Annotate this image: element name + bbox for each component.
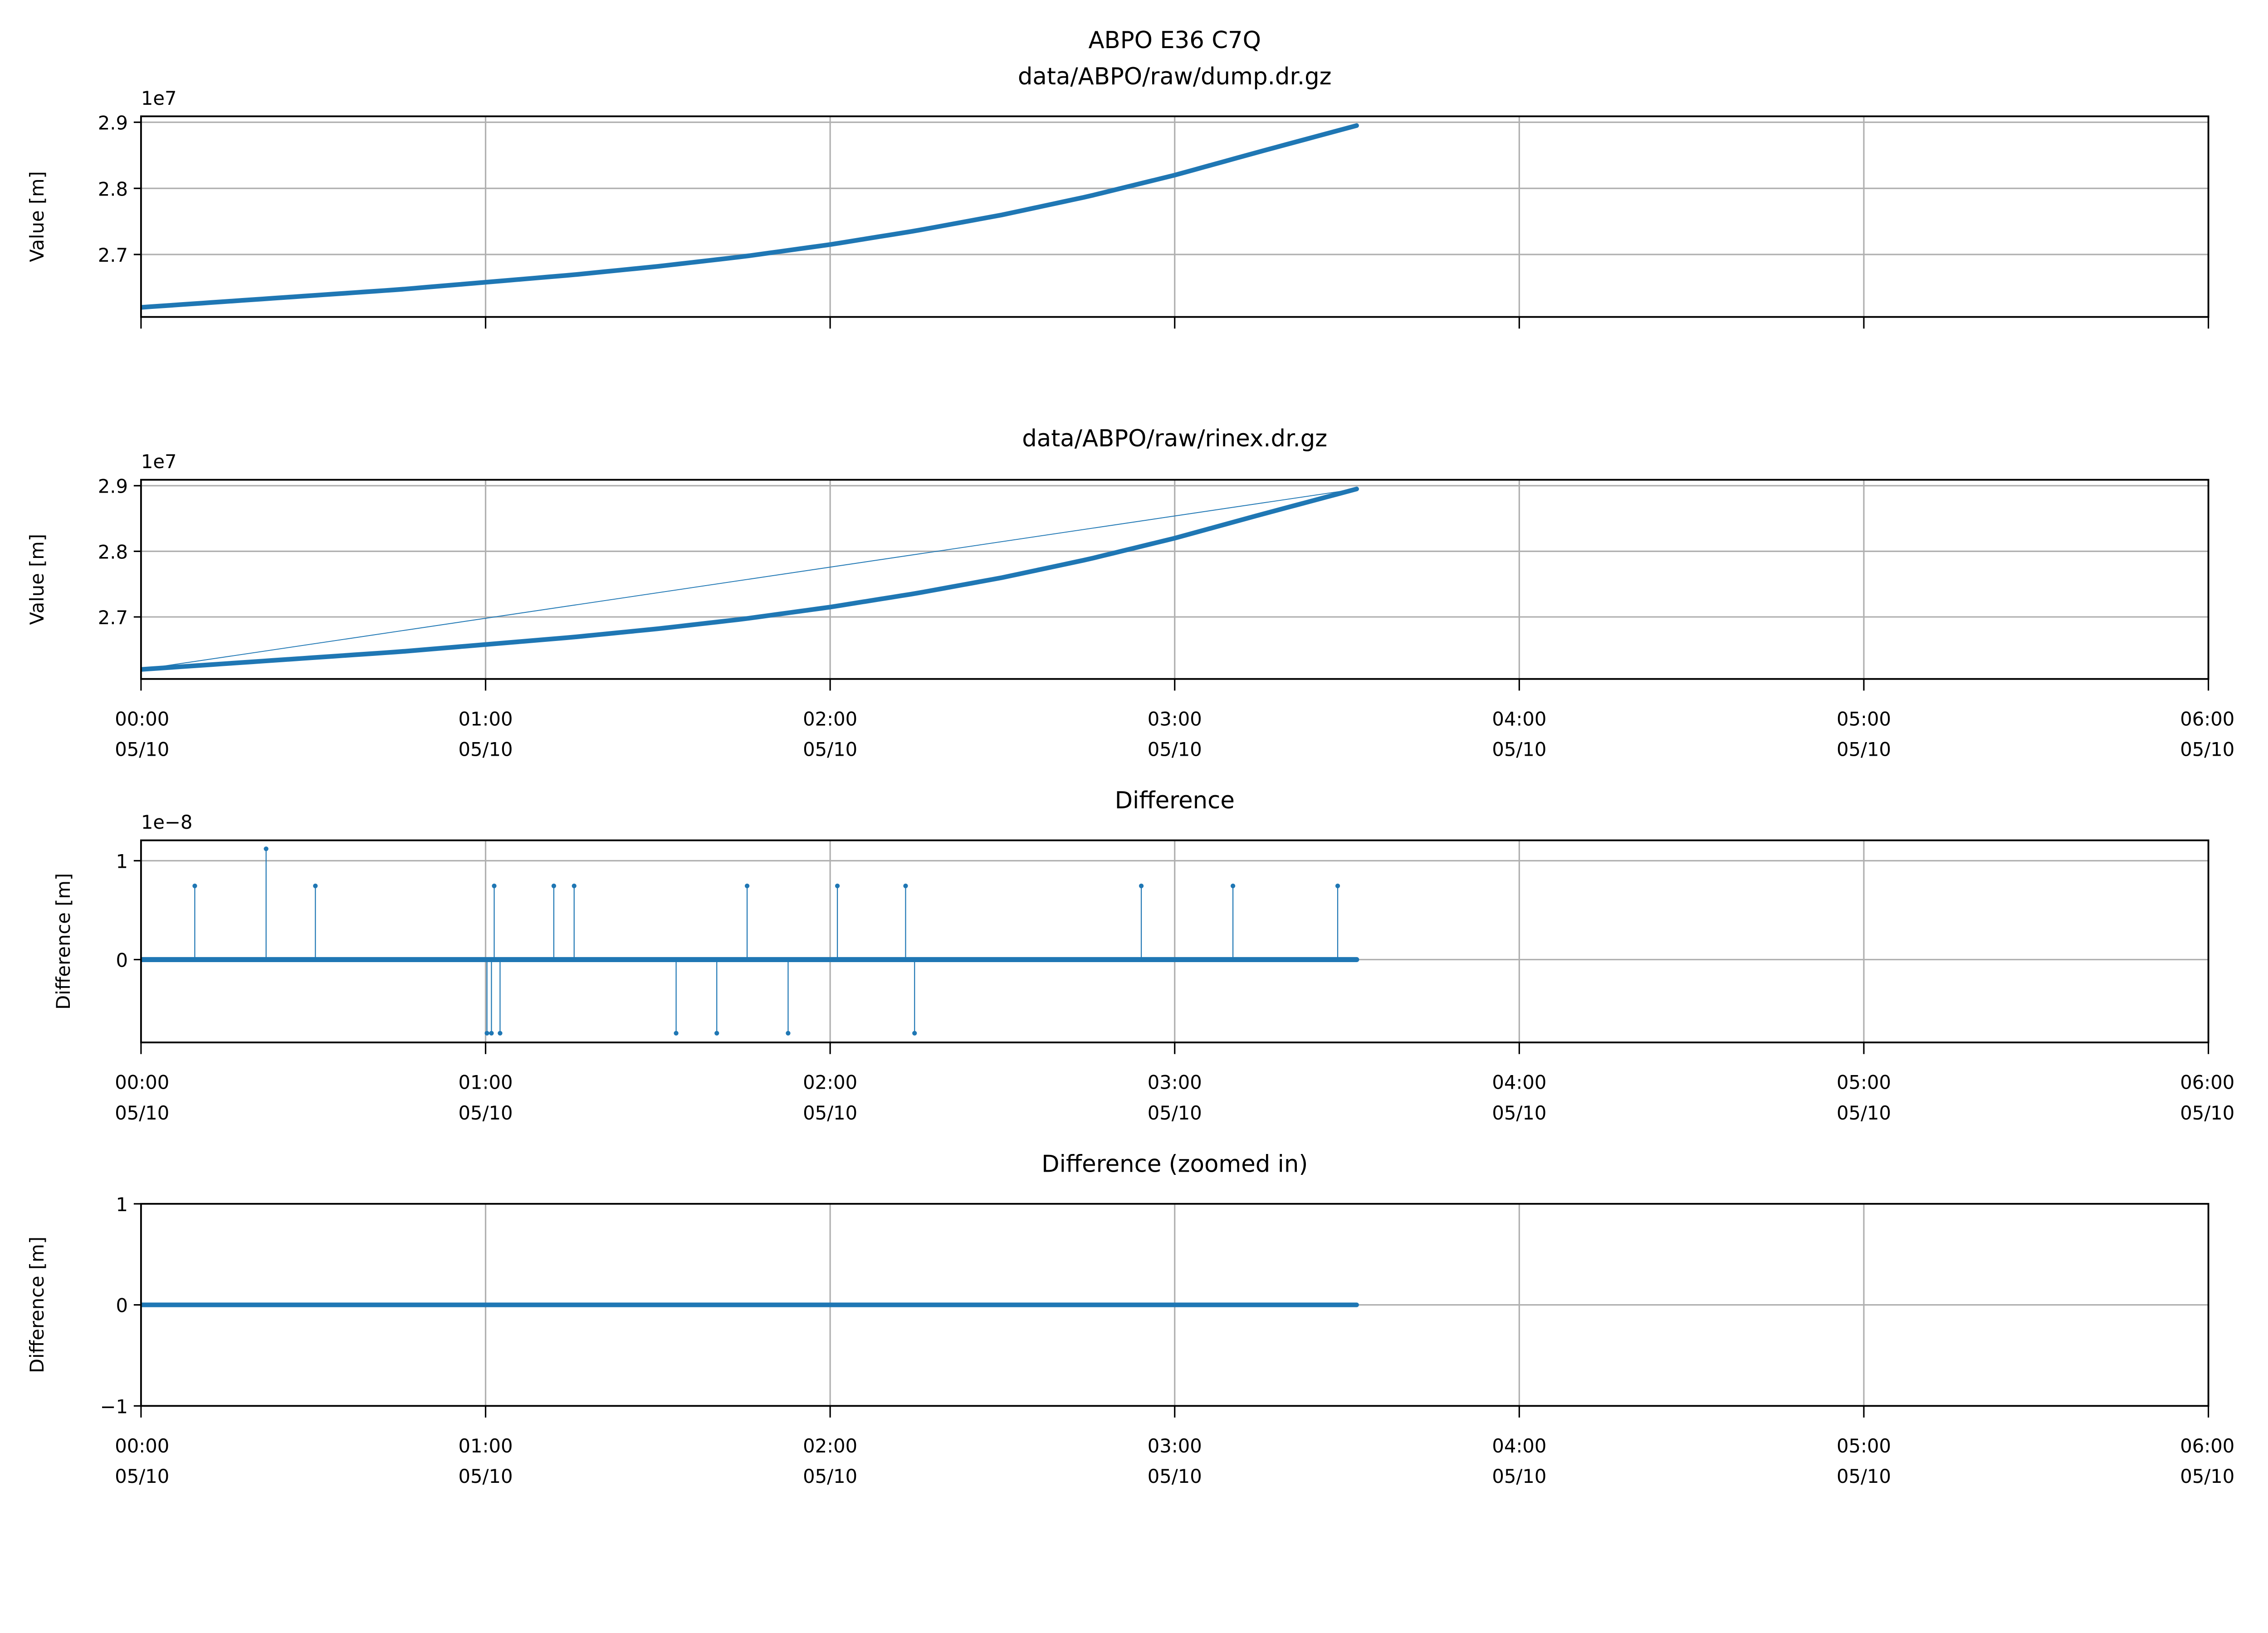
x-tick-date: 05/10 (803, 1102, 857, 1124)
x-tick-label: 05:00 (1837, 1435, 1891, 1457)
x-tick-label: 00:00 (115, 1071, 169, 1094)
spike-point (551, 883, 557, 889)
spike-point (572, 883, 577, 889)
y-tick-label: −1 (100, 1395, 128, 1418)
subplot-title: Difference (1115, 787, 1235, 814)
spike-point (484, 1031, 489, 1036)
subplot-4: 00:00 05/10 01:00 05/10 02:00 05/10 03:00 05/10… (26, 1150, 2234, 1487)
x-tick-label: 06:00 (2180, 1435, 2234, 1457)
axes-frame (140, 1203, 2209, 1407)
series-dump (141, 123, 1359, 310)
x-tick-date: 05/10 (1837, 738, 1891, 761)
axes-frame (140, 479, 2209, 680)
x-tick-date: 05/10 (2180, 1465, 2234, 1487)
x-tick-date: 05/10 (1148, 1102, 1202, 1124)
spike-point (192, 883, 197, 889)
offset-label: 1e−8 (141, 811, 193, 833)
x-tick-label: 02:00 (803, 1435, 857, 1457)
y-tick-label: 2.8 (98, 541, 128, 563)
x-tick-date: 05/10 (1492, 738, 1546, 761)
x-tick-date: 05/10 (803, 1465, 857, 1487)
x-tick-date: 05/10 (115, 1465, 169, 1487)
y-tick-label: 1 (116, 1193, 128, 1216)
y-axis-label: Value [m] (26, 534, 48, 625)
subplot-2: 00:00 05/10 01:00 05/10 02:00 05/10 03:00 05/10… (26, 425, 2234, 761)
offset-label: 1e7 (141, 450, 177, 473)
x-tick-date: 05/10 (115, 1102, 169, 1124)
x-tick-label: 05:00 (1837, 1071, 1891, 1094)
x-tick-label: 06:00 (2180, 1071, 2234, 1094)
axes-frame (140, 839, 2209, 1043)
axes-frame (140, 115, 2209, 318)
x-tick-date: 05/10 (2180, 1102, 2234, 1124)
subplot-3: 00:00 05/10 01:00 05/10 02:00 05/10 03:00 05/10… (52, 787, 2234, 1124)
subplot-1: 2.7 2.8 2.9 1e7 data/ABPO/raw/dump.dr.gz ABPO… (26, 27, 2209, 329)
x-tick-date: 05/10 (458, 1465, 513, 1487)
subplot-title: data/ABPO/raw/rinex.dr.gz (1022, 425, 1327, 452)
figure: 2.7 2.8 2.9 1e7 data/ABPO/raw/dump.dr.gz ABPO… (26, 27, 2234, 1487)
offset-label: 1e7 (141, 87, 177, 109)
spike-point (744, 883, 750, 889)
x-tick-date: 05/10 (1837, 1465, 1891, 1487)
x-tick-label: 02:00 (803, 1071, 857, 1094)
x-tick-date: 05/10 (1492, 1102, 1546, 1124)
y-tick-label: 2.9 (98, 475, 128, 498)
series-rinex (141, 486, 1359, 672)
x-tick-date: 05/10 (803, 738, 857, 761)
y-tick-label: 0 (116, 1295, 128, 1317)
subplot-title: data/ABPO/raw/dump.dr.gz (1018, 63, 1332, 90)
data-layer (141, 123, 1359, 310)
x-tick-label: 01:00 (458, 1071, 513, 1094)
x-tick-date: 05/10 (1148, 738, 1202, 761)
spike-point (1139, 883, 1144, 889)
series-rinex-connector (141, 488, 1357, 670)
x-tick-label: 05:00 (1837, 708, 1891, 730)
x-tick-label: 03:00 (1148, 1071, 1202, 1094)
figure-title: ABPO E36 C7Q (1088, 27, 1261, 54)
spike-point (498, 1031, 503, 1036)
y-tick-label: 2.7 (98, 606, 128, 629)
y-tick-label: 0 (116, 949, 128, 971)
x-tick-date: 05/10 (115, 738, 169, 761)
x-tick-label: 03:00 (1148, 708, 1202, 730)
spike-point (1230, 883, 1236, 889)
data-layer (141, 486, 1359, 672)
x-tick-date: 05/10 (1492, 1465, 1546, 1487)
y-tick-label: 2.8 (98, 178, 128, 200)
spike-point (714, 1031, 719, 1036)
y-tick-label: 2.9 (98, 112, 128, 134)
spike-point (489, 1031, 494, 1036)
x-tick-date: 05/10 (1837, 1102, 1891, 1124)
spike-point (1335, 883, 1340, 889)
y-tick-label: 2.7 (98, 244, 128, 266)
x-tick-label: 00:00 (115, 1435, 169, 1457)
spike-point (912, 1031, 917, 1036)
x-tick-label: 00:00 (115, 708, 169, 730)
spike-point (674, 1031, 679, 1036)
y-axis-label: Difference [m] (52, 873, 74, 1010)
x-tick-label: 02:00 (803, 708, 857, 730)
x-tick-label: 01:00 (458, 708, 513, 730)
data-layer (141, 846, 1359, 1036)
x-tick-label: 03:00 (1148, 1435, 1202, 1457)
x-tick-label: 04:00 (1492, 1071, 1546, 1094)
spike-point (903, 883, 908, 889)
spike-point (313, 883, 318, 889)
x-tick-date: 05/10 (458, 738, 513, 761)
x-tick-date: 05/10 (458, 1102, 513, 1124)
x-tick-label: 04:00 (1492, 708, 1546, 730)
y-tick-label: 1 (116, 850, 128, 872)
spike-point (786, 1031, 791, 1036)
spike-point (264, 846, 269, 851)
spike-point (835, 883, 840, 889)
spike-point (492, 883, 497, 889)
y-axis-label: Difference [m] (26, 1237, 48, 1373)
y-axis-label: Value [m] (26, 171, 48, 262)
x-tick-date: 05/10 (2180, 738, 2234, 761)
subplot-title: Difference (zoomed in) (1041, 1150, 1308, 1178)
x-tick-label: 04:00 (1492, 1435, 1546, 1457)
x-tick-date: 05/10 (1148, 1465, 1202, 1487)
x-tick-label: 06:00 (2180, 708, 2234, 730)
x-tick-label: 01:00 (458, 1435, 513, 1457)
